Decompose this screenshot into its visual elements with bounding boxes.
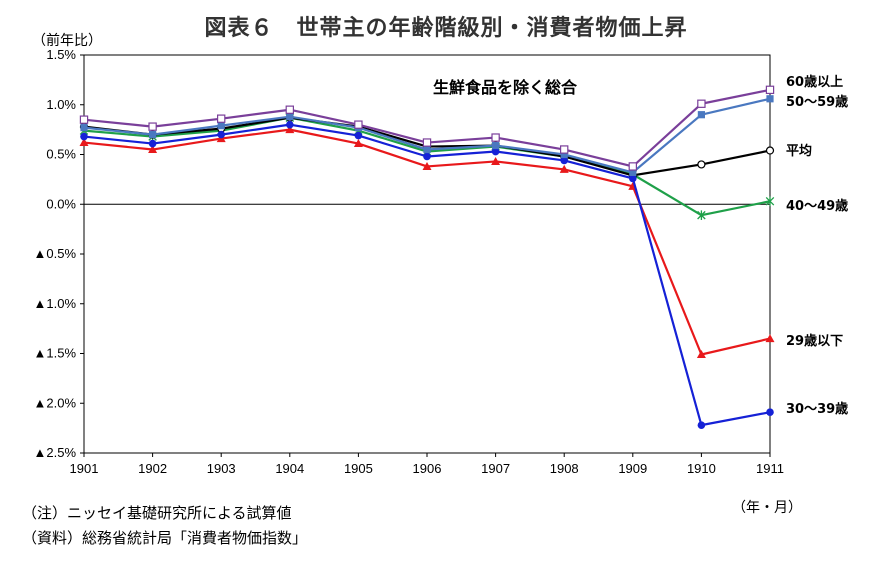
data-point (286, 113, 294, 121)
y-tick-label: 1.0% (46, 97, 76, 112)
x-tick-label: 1908 (550, 461, 579, 476)
chart-annotation: 生鮮食品を除く総合 (433, 78, 578, 97)
data-point (491, 133, 500, 142)
y-tick-label: 0.0% (46, 196, 76, 211)
series-label: 60歳以上 (786, 74, 843, 90)
data-point (629, 168, 637, 177)
y-axis-unit: （前年比） (32, 33, 102, 49)
data-point (766, 95, 774, 103)
data-point (354, 120, 363, 129)
data-point (217, 114, 226, 123)
data-point (697, 111, 705, 119)
data-point (422, 138, 432, 147)
y-tick-label: ▲2.5% (34, 445, 77, 460)
data-point (697, 99, 706, 108)
data-point (354, 131, 363, 140)
x-tick-label: 1904 (275, 461, 304, 476)
data-point (560, 150, 568, 159)
data-point (628, 162, 638, 171)
y-tick-label: ▲0.5% (34, 246, 77, 261)
data-point (217, 122, 225, 130)
y-tick-label: ▲1.0% (34, 296, 77, 311)
data-point (560, 156, 568, 165)
data-point (148, 139, 157, 148)
series-label: 平均 (786, 143, 812, 159)
series-label: 29歳以下 (786, 333, 843, 349)
y-tick-label: 1.5% (46, 47, 76, 62)
data-point (491, 156, 501, 165)
x-tick-label: 1909 (618, 461, 647, 476)
y-tick-label: ▲1.5% (34, 346, 77, 361)
data-point (217, 130, 225, 139)
x-tick-label: 1906 (413, 461, 442, 476)
data-point (423, 145, 431, 154)
x-tick-label: 1910 (687, 461, 716, 476)
x-tick-label: 1903 (207, 461, 236, 476)
data-point (559, 145, 569, 154)
data-point (79, 115, 89, 124)
data-point (80, 132, 88, 141)
data-point (79, 138, 89, 147)
data-point (697, 160, 706, 169)
x-tick-label: 1902 (138, 461, 167, 476)
footnote: （注）ニッセイ基礎研究所による試算値 (22, 504, 292, 522)
x-tick-label: 1907 (481, 461, 510, 476)
data-point (765, 334, 775, 343)
data-point (80, 124, 88, 132)
data-point (423, 152, 431, 161)
x-axis-unit: （年・月） (732, 500, 802, 516)
series-label: 50～59歳 (786, 94, 848, 110)
plot-frame (83, 54, 771, 454)
data-point (285, 125, 295, 134)
series-label: 30～39歳 (786, 401, 848, 417)
y-tick-label: ▲2.0% (34, 395, 77, 410)
data-point (148, 145, 158, 154)
data-point (696, 349, 706, 358)
data-point (491, 147, 500, 156)
data-point (148, 122, 157, 131)
data-point (766, 408, 774, 417)
data-point (353, 139, 363, 148)
chart-title: 図表６ 世帯主の年齢階級別・消費者物価上昇 (204, 16, 688, 41)
data-point (559, 164, 569, 173)
source-note: （資料）総務省統計局「消費者物価指数」 (22, 529, 308, 547)
data-point (697, 210, 706, 220)
data-point (149, 131, 157, 139)
x-tick-label: 1901 (70, 461, 99, 476)
data-point (285, 105, 295, 114)
data-point (286, 120, 294, 129)
data-point (629, 174, 637, 183)
y-tick-label: 0.5% (46, 147, 76, 162)
data-point (422, 161, 432, 170)
x-tick-label: 1911 (756, 461, 784, 476)
data-point (697, 421, 706, 429)
x-tick-label: 1905 (344, 461, 373, 476)
data-point (765, 85, 775, 95)
data-point (765, 146, 775, 155)
data-point (765, 196, 775, 207)
series-label: 40～49歳 (786, 198, 848, 214)
data-point (492, 141, 500, 150)
